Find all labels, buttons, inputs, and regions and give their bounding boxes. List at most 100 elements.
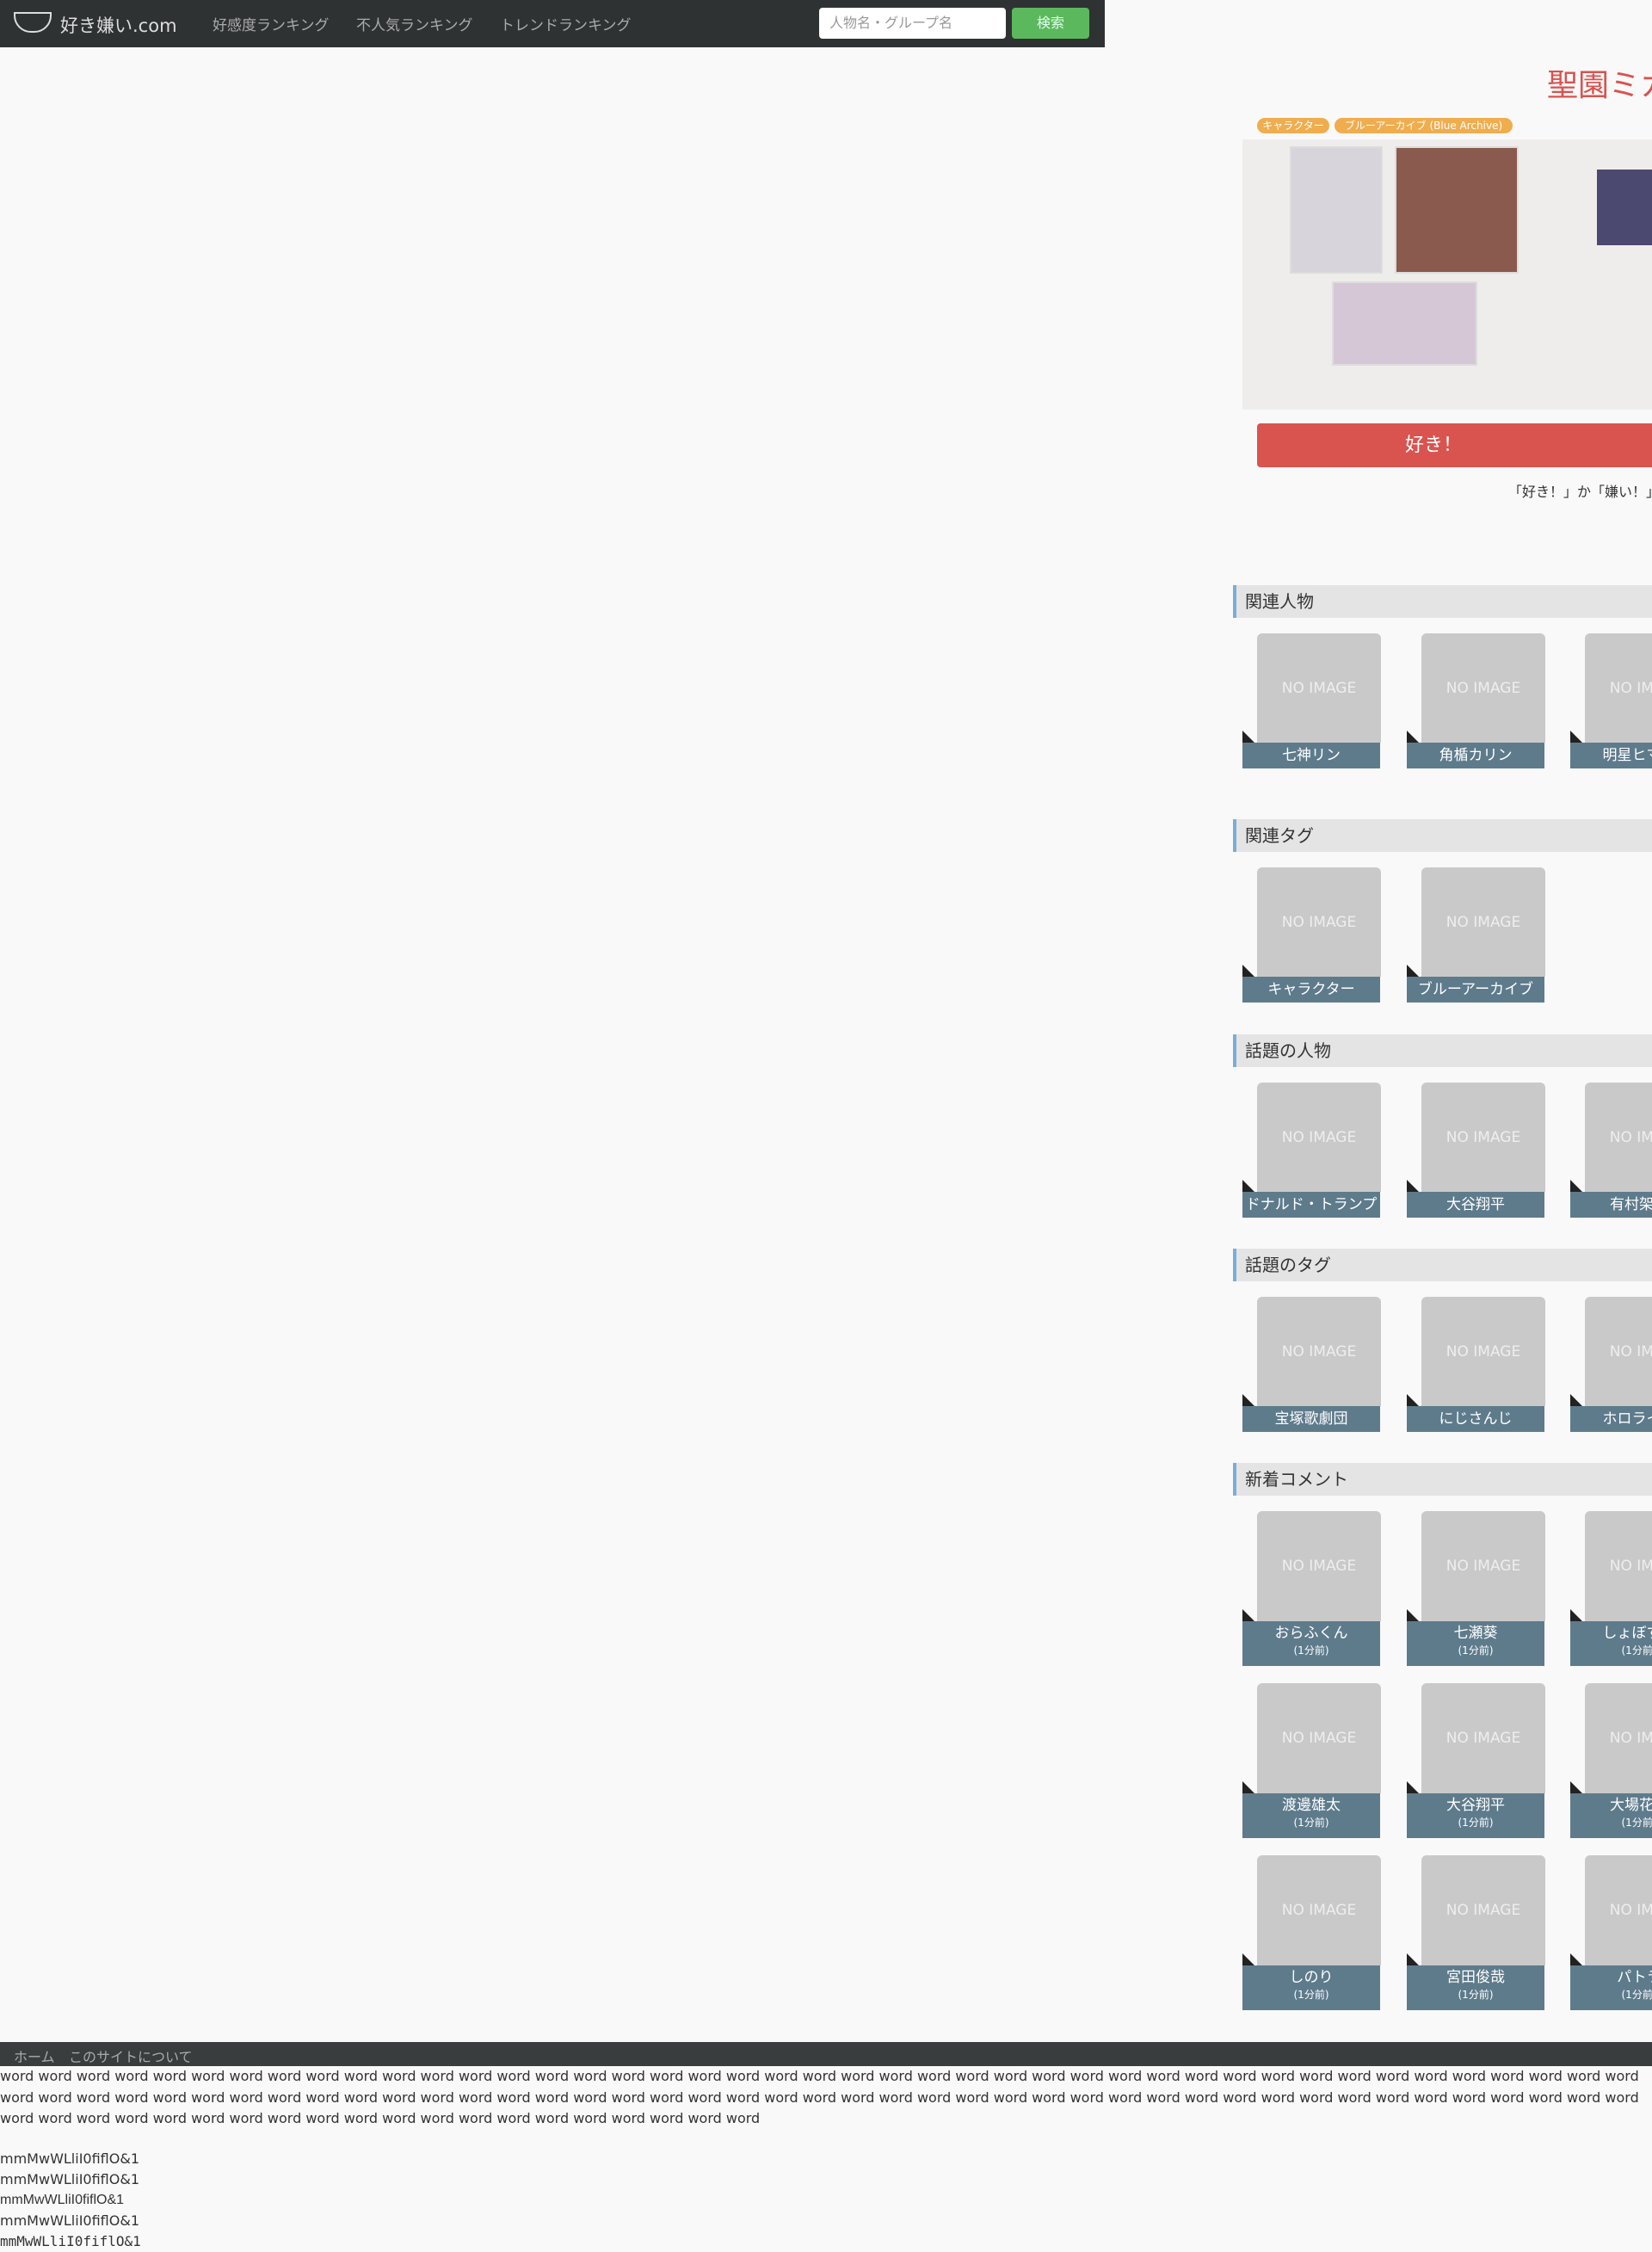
- card-image[interactable]: NO IMAGE: [1257, 867, 1381, 977]
- card-label[interactable]: 大谷翔平 (1分前): [1407, 1793, 1544, 1838]
- card-label[interactable]: にじさんじ: [1407, 1406, 1544, 1432]
- section-header: 話題の人物: [1233, 1034, 1652, 1067]
- card-time: (1分前): [1458, 1817, 1494, 1829]
- no-image: NO IMAGE: [1609, 1558, 1652, 1575]
- search-button[interactable]: 検索: [1012, 8, 1089, 39]
- card-image[interactable]: NO IMAGE: [1421, 1511, 1545, 1621]
- card-image[interactable]: NO IMAGE: [1257, 1511, 1381, 1621]
- card-name: 大場花菜: [1610, 1797, 1652, 1814]
- card-label[interactable]: 七神リン: [1242, 743, 1380, 768]
- card-image[interactable]: NO IMAGE: [1257, 1855, 1381, 1965]
- sample: mmMwWLliI0fiflO&1: [0, 2233, 141, 2249]
- font-samples: mmMwWLliI0fiflO&1 mmMwWLliI0fiflO&1 mmMw…: [0, 2149, 141, 2252]
- card-image[interactable]: NO IMAGE: [1585, 1683, 1652, 1793]
- no-image: NO IMAGE: [1281, 1902, 1357, 1919]
- card-image[interactable]: NO IMAGE: [1585, 1855, 1652, 1965]
- footer-link[interactable]: ホーム: [14, 2049, 55, 2065]
- card-name: パトラ: [1617, 1969, 1652, 1986]
- no-image: NO IMAGE: [1281, 679, 1357, 697]
- card-image[interactable]: NO IMAGE: [1585, 1083, 1652, 1192]
- sample: mmMwWLliI0fiflO&1: [0, 2171, 139, 2187]
- page-title: 聖園ミカ: [1547, 68, 1652, 103]
- card-label[interactable]: 宝塚歌劇団: [1242, 1406, 1380, 1432]
- card-label[interactable]: 渡邊雄太 (1分前): [1242, 1793, 1380, 1838]
- card-name: 有村架純: [1610, 1196, 1652, 1213]
- card-image[interactable]: NO IMAGE: [1585, 633, 1652, 743]
- image: [1597, 170, 1652, 245]
- card-label[interactable]: 明星ヒマリ: [1570, 743, 1652, 768]
- card-label[interactable]: ホロライブ: [1570, 1406, 1652, 1432]
- section-header: 関連人物: [1233, 585, 1652, 618]
- corner: [1407, 1180, 1419, 1192]
- corner: [1407, 1953, 1419, 1965]
- like-button[interactable]: 好き！: [1257, 423, 1652, 467]
- nav-link[interactable]: 好感度ランキング: [213, 17, 330, 34]
- card-label[interactable]: しのり (1分前): [1242, 1965, 1380, 2010]
- sample: mmMwWLliI0fiflO&1: [0, 2193, 125, 2207]
- card-name: しょぼすけ: [1602, 1625, 1652, 1642]
- card-name: ホロライブ: [1602, 1410, 1652, 1428]
- section-header: 新着コメント: [1233, 1463, 1652, 1496]
- corner: [1570, 731, 1582, 743]
- corner: [1570, 1394, 1582, 1406]
- card-label[interactable]: 宮田俊哉 (1分前): [1407, 1965, 1544, 2010]
- card-image[interactable]: NO IMAGE: [1421, 1083, 1545, 1192]
- card-image[interactable]: NO IMAGE: [1257, 1083, 1381, 1192]
- section-header: 話題のタグ: [1233, 1249, 1652, 1281]
- nav-link[interactable]: 不人気ランキング: [356, 17, 473, 34]
- no-image: NO IMAGE: [1609, 1730, 1652, 1747]
- tag[interactable]: ブルーアーカイブ (Blue Archive): [1335, 118, 1513, 133]
- card-image[interactable]: NO IMAGE: [1257, 1297, 1381, 1406]
- card-label[interactable]: しょぼすけ (1分前): [1570, 1621, 1652, 1666]
- card-image[interactable]: NO IMAGE: [1421, 867, 1545, 977]
- footer-bar: ホーム このサイトについて: [0, 2042, 1652, 2066]
- no-image: NO IMAGE: [1281, 1128, 1357, 1146]
- logo-icon: [14, 12, 52, 33]
- corner: [1242, 965, 1254, 977]
- card-label[interactable]: 角楯カリン: [1407, 743, 1544, 768]
- corner: [1242, 731, 1254, 743]
- card-image[interactable]: NO IMAGE: [1585, 1297, 1652, 1406]
- card-label[interactable]: キャラクター: [1242, 977, 1380, 1003]
- navbar: 好き嫌い.com 好感度ランキング 不人気ランキング トレンドランキング 人物名…: [0, 0, 1105, 47]
- card-label[interactable]: パトラ (1分前): [1570, 1965, 1652, 2010]
- card-label[interactable]: 大谷翔平: [1407, 1192, 1544, 1218]
- card-label[interactable]: ドナルド・トランプ: [1242, 1192, 1380, 1218]
- search-input[interactable]: 人物名・グループ名: [819, 8, 1006, 39]
- tag[interactable]: キャラクター: [1257, 118, 1329, 133]
- card-name: にじさんじ: [1439, 1410, 1513, 1428]
- no-image: NO IMAGE: [1446, 1128, 1521, 1146]
- no-image: NO IMAGE: [1446, 679, 1521, 697]
- card-label[interactable]: ブルーアーカイブ: [1407, 977, 1544, 1003]
- card-image[interactable]: NO IMAGE: [1585, 1511, 1652, 1621]
- footer-link[interactable]: このサイトについて: [69, 2049, 193, 2065]
- card-image[interactable]: NO IMAGE: [1421, 1855, 1545, 1965]
- card-time: (1分前): [1293, 1817, 1329, 1829]
- image: [1332, 281, 1477, 366]
- card-name: 七瀬葵: [1453, 1625, 1498, 1642]
- card-time: (1分前): [1621, 1989, 1652, 2001]
- card-label[interactable]: おらふくん (1分前): [1242, 1621, 1380, 1666]
- card-name: しのり: [1289, 1969, 1334, 1986]
- card-time: (1分前): [1458, 1989, 1494, 2001]
- card-label[interactable]: 大場花菜 (1分前): [1570, 1793, 1652, 1838]
- card-name: ドナルド・トランプ: [1245, 1196, 1378, 1213]
- card-label[interactable]: 有村架純: [1570, 1192, 1652, 1218]
- footer-text: word word word word word word word word …: [0, 2068, 1639, 2126]
- card-image[interactable]: NO IMAGE: [1257, 1683, 1381, 1793]
- card-label[interactable]: 七瀬葵 (1分前): [1407, 1621, 1544, 1666]
- image-box: [1242, 139, 1652, 410]
- logo[interactable]: 好き嫌い.com: [60, 15, 177, 36]
- no-image: NO IMAGE: [1609, 1902, 1652, 1919]
- card-image[interactable]: NO IMAGE: [1257, 633, 1381, 743]
- sample: mmMwWLliI0fiflO&1: [0, 2212, 139, 2229]
- card-name: 大谷翔平: [1446, 1797, 1505, 1814]
- card-name: 渡邊雄太: [1282, 1797, 1341, 1814]
- card-image[interactable]: NO IMAGE: [1421, 1297, 1545, 1406]
- corner: [1242, 1394, 1254, 1406]
- nav-link[interactable]: トレンドランキング: [500, 17, 632, 34]
- card-image[interactable]: NO IMAGE: [1421, 1683, 1545, 1793]
- card-name: ブルーアーカイブ: [1417, 981, 1534, 998]
- card-image[interactable]: NO IMAGE: [1421, 633, 1545, 743]
